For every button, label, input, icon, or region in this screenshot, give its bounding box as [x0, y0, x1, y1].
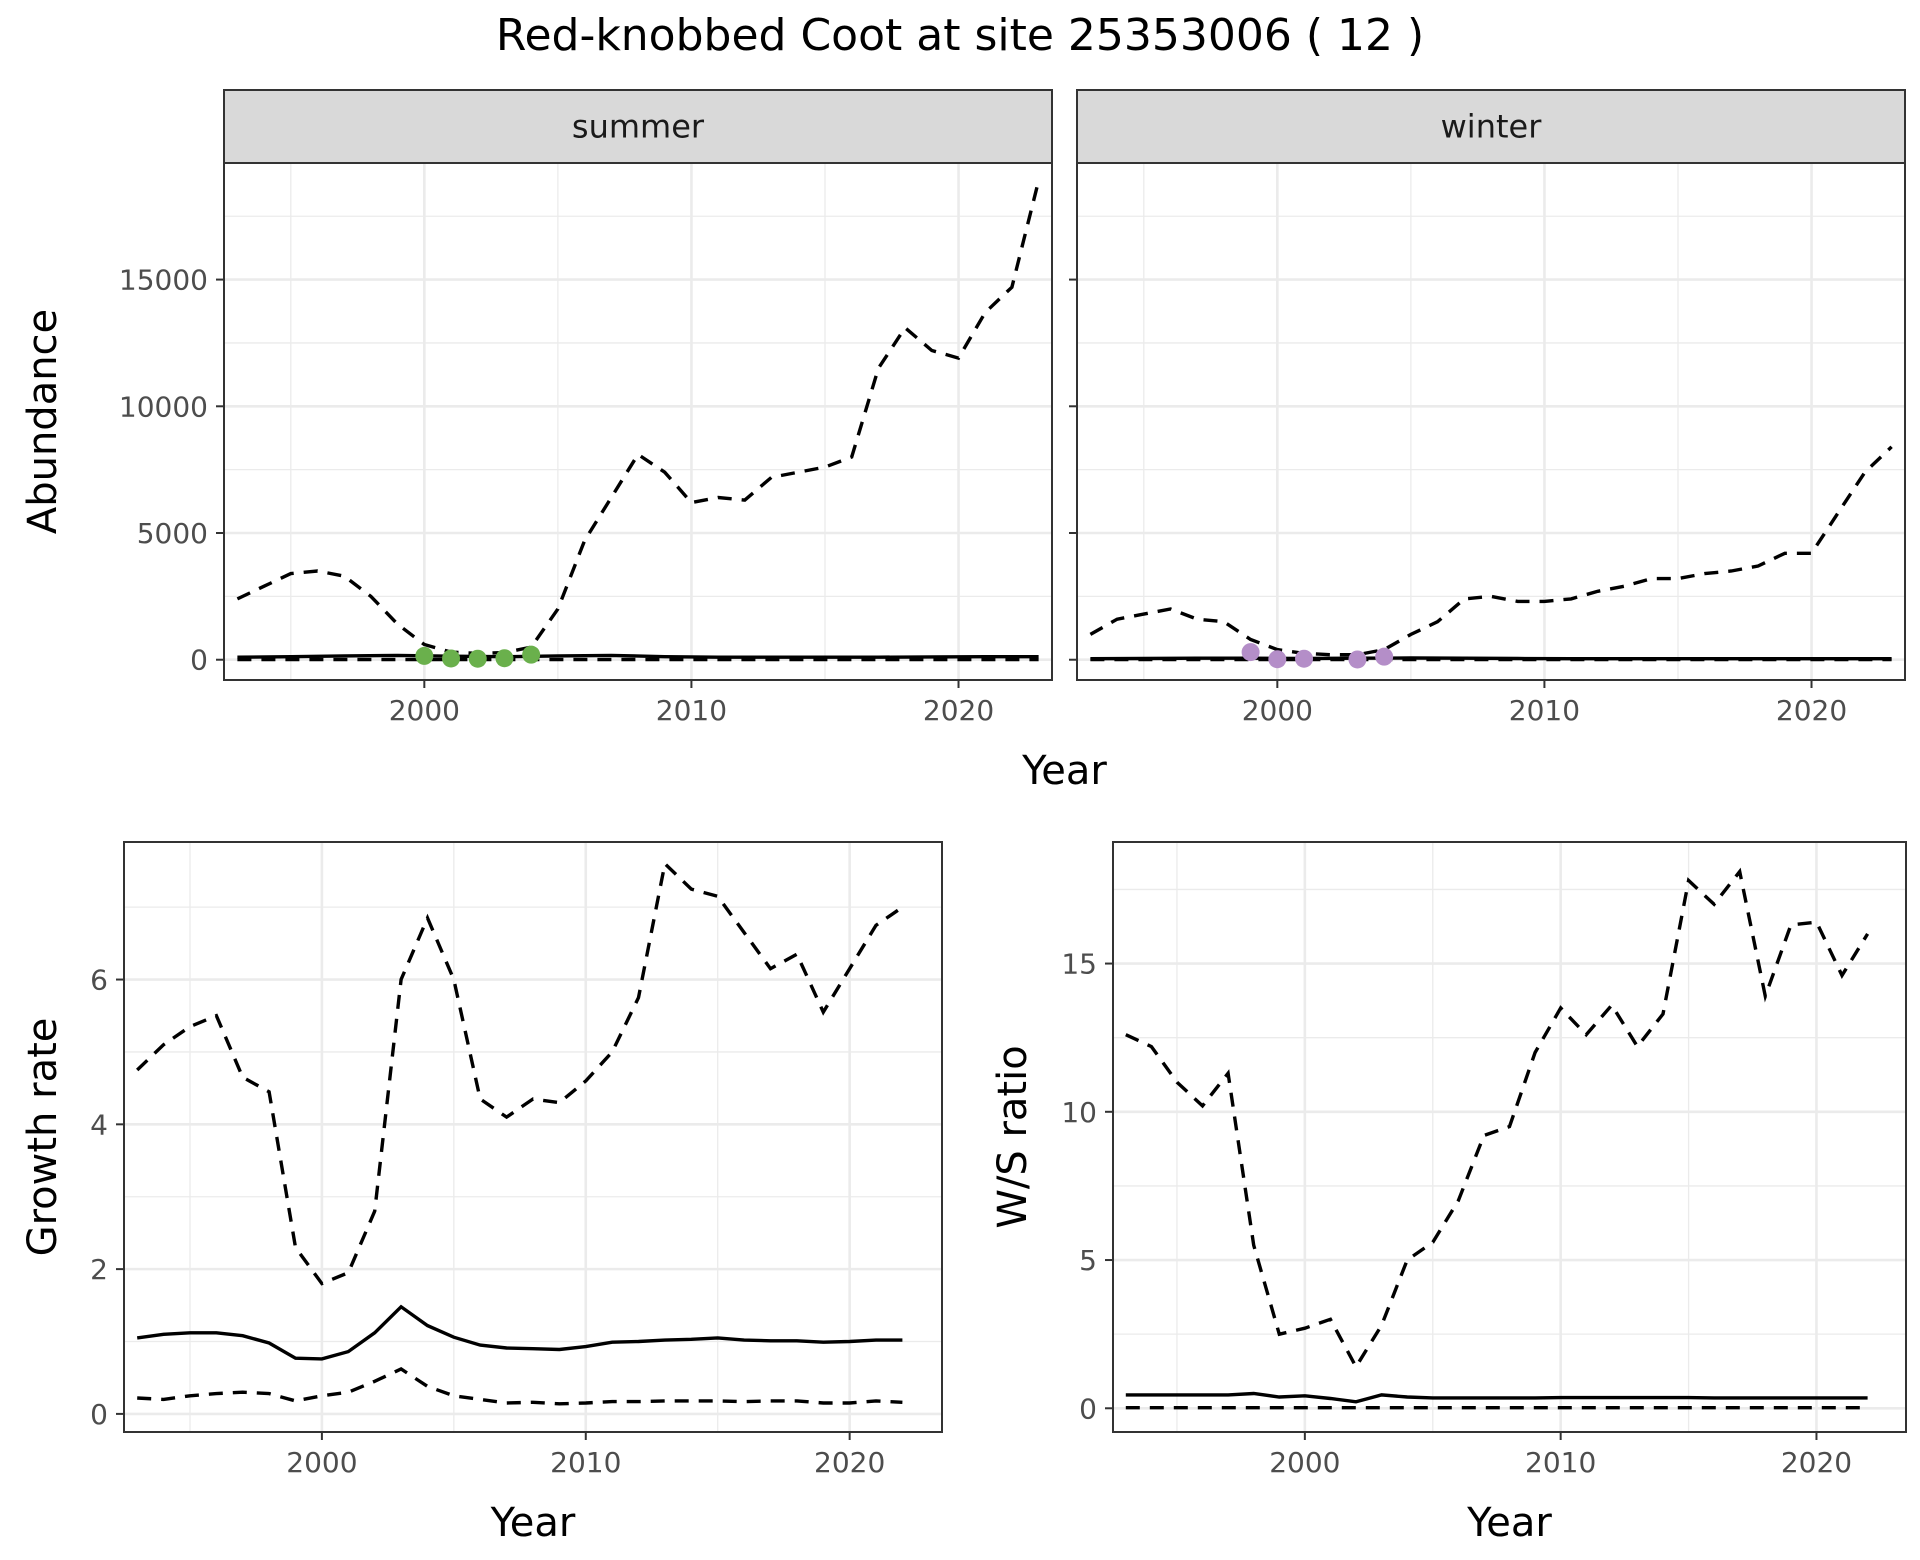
series-mean-line [1090, 656, 1892, 661]
x-tick-label: 2000 [1269, 1446, 1340, 1479]
panel-background [224, 163, 1052, 680]
y-tick-label: 5 [1079, 1244, 1097, 1277]
y-tick-label: 15000 [119, 264, 208, 297]
ws-ratio-panel: 2000 2010 2020 0 5 10 15 [1061, 841, 1907, 1479]
series-upper-bound-line [136, 860, 904, 1286]
growth-x-axis-title: Year [490, 1500, 576, 1546]
x-tick-label: 2020 [923, 694, 994, 727]
observed-count-point [1295, 649, 1314, 668]
series-upper-bound-line [1089, 445, 1893, 657]
observed-count-point [1268, 650, 1287, 669]
facet-strip [223, 89, 1053, 164]
growth-y-axis-title: Growth rate [20, 1018, 66, 1257]
series-upper-bound-line [236, 180, 1041, 656]
facet-panel-winter: winter 2000 2010 2020 [1069, 89, 1906, 727]
y-tick-label: 4 [90, 1108, 108, 1141]
abundance-y-axis-title: Abundance [20, 309, 66, 534]
y-tick-label: 5000 [137, 517, 208, 550]
x-tick-label: 2010 [550, 1446, 621, 1479]
y-tick-label: 10 [1061, 1096, 1097, 1129]
y-tick-label: 0 [90, 1398, 108, 1431]
observed-count-point [1348, 650, 1367, 669]
x-tick-label: 2000 [389, 694, 460, 727]
y-tick-label: 6 [90, 964, 108, 997]
observed-count-point [415, 646, 434, 665]
ws-y-axis-title: W/S ratio [990, 1045, 1036, 1228]
y-tick-label: 0 [190, 644, 208, 677]
x-tick-label: 2010 [656, 694, 727, 727]
x-tick-label: 2010 [1525, 1446, 1596, 1479]
observed-count-point [1241, 643, 1260, 662]
panel-border [123, 841, 943, 1433]
y-tick-label: 2 [90, 1253, 108, 1286]
panel-background [1077, 163, 1905, 680]
series-mean-line [237, 653, 1039, 659]
x-tick-label: 2000 [1242, 694, 1313, 727]
series-mean-line [136, 1304, 903, 1361]
observed-count-point [495, 649, 514, 668]
series-mean-line [1125, 1391, 1868, 1404]
y-tick-label: 0 [1079, 1392, 1097, 1425]
facet-strip-label: winter [1441, 108, 1543, 146]
x-tick-label: 2020 [1776, 694, 1847, 727]
abundance-x-axis-title: Year [1021, 748, 1107, 794]
series-upper-bound-line [1125, 867, 1870, 1371]
observed-count-point [522, 645, 541, 664]
y-tick-label: 10000 [119, 390, 208, 423]
facet-strip-label: summer [572, 108, 705, 146]
panel-background [124, 842, 942, 1432]
x-tick-label: 2010 [1509, 694, 1580, 727]
panel-border [1112, 841, 1907, 1433]
observed-count-point [468, 649, 487, 668]
growth-rate-panel: 2000 2010 2020 0 2 4 6 [90, 841, 943, 1479]
y-tick-label: 15 [1061, 948, 1097, 981]
x-tick-label: 2000 [286, 1446, 357, 1479]
observed-count-point [442, 649, 461, 668]
ws-x-axis-title: Year [1466, 1500, 1552, 1546]
series-lower-bound-line [137, 1367, 903, 1406]
panel-border [1076, 162, 1906, 681]
facet-strip [1076, 89, 1906, 164]
x-tick-label: 2020 [814, 1446, 885, 1479]
panel-background [1113, 842, 1906, 1432]
chart-title: Red-knobbed Coot at site 25353006 ( 12 ) [496, 10, 1424, 61]
x-tick-label: 2020 [1781, 1446, 1852, 1479]
panel-border [223, 162, 1053, 681]
observed-count-point [1375, 647, 1394, 666]
facet-panel-summer: summer 2000 2010 2020 0 5000 10000 15000 [119, 89, 1053, 727]
